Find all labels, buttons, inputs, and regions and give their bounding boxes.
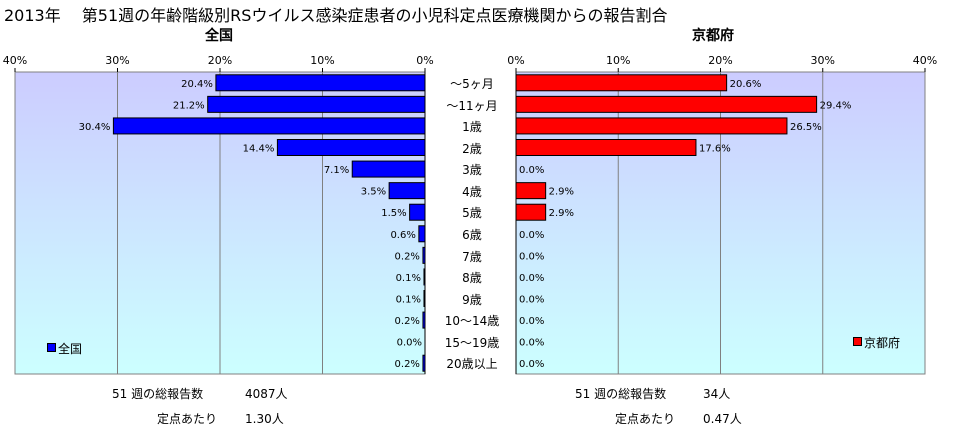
left-bar — [422, 354, 426, 372]
left-legend-swatch — [47, 343, 56, 352]
right-tick-label: 10% — [606, 54, 631, 67]
right-total-value: 34人 — [703, 387, 731, 401]
right-bar — [515, 182, 547, 200]
right-bar — [515, 117, 788, 135]
left-bar — [112, 117, 426, 135]
right-tick-label: 30% — [810, 54, 835, 67]
right-tick-label: 20% — [708, 54, 733, 67]
left-tick-label: 10% — [310, 54, 335, 67]
age-group-label: 4歳 — [462, 184, 482, 199]
right-data-label: 0.0% — [519, 316, 544, 327]
left-data-label: 0.6% — [390, 230, 415, 241]
left-data-label: 20.4% — [181, 79, 213, 90]
right-data-label: 2.9% — [549, 208, 574, 219]
right-data-label: 0.0% — [519, 165, 544, 176]
left-total-label: 51 週の総報告数 — [112, 387, 204, 401]
right-bar — [515, 95, 818, 113]
age-group-label: 5歳 — [462, 206, 482, 221]
left-tick-label: 30% — [105, 54, 130, 67]
age-group-label: 〜5ヶ月 — [450, 77, 494, 91]
right-bar — [515, 139, 697, 156]
right-data-label: 17.6% — [699, 144, 731, 155]
right-bar — [515, 74, 728, 92]
right-per-site-label: 定点あたり — [615, 412, 676, 426]
right-tick-label: 0% — [507, 54, 525, 67]
right-legend-swatch — [853, 337, 862, 346]
left-per-site-value: 1.30人 — [245, 412, 284, 426]
left-bar — [418, 225, 426, 243]
right-data-label: 26.5% — [790, 122, 822, 133]
right-data-label: 0.0% — [519, 230, 544, 241]
left-bar — [423, 268, 426, 286]
right-per-site-value: 0.47人 — [703, 412, 742, 426]
left-panel-title: 全国 — [205, 28, 233, 44]
right-total-label: 51 週の総報告数 — [575, 387, 667, 401]
left-data-label: 0.2% — [395, 359, 420, 370]
left-bar — [207, 95, 426, 113]
age-group-label: 〜11ヶ月 — [446, 98, 498, 113]
right-tick-label: 40% — [912, 54, 938, 67]
left-legend: 全国 — [47, 340, 82, 357]
age-group-label: 2歳 — [462, 141, 482, 156]
left-data-label: 0.1% — [396, 295, 421, 306]
right-data-label: 2.9% — [549, 187, 574, 198]
age-group-label: 20歳以上 — [446, 357, 498, 372]
left-bar — [409, 203, 426, 221]
left-data-label: 0.0% — [397, 338, 422, 349]
right-panel-title: 京都府 — [692, 28, 734, 44]
age-group-label: 3歳 — [462, 163, 482, 178]
age-group-label: 8歳 — [462, 271, 482, 286]
left-data-label: 0.1% — [396, 273, 421, 284]
right-data-label: 0.0% — [519, 251, 544, 262]
right-data-label: 29.4% — [820, 100, 852, 111]
left-bar — [215, 74, 426, 92]
left-bar — [422, 311, 426, 329]
right-data-label: 20.6% — [730, 79, 762, 90]
left-bar — [388, 182, 426, 200]
right-data-label: 0.0% — [519, 359, 544, 370]
left-data-label: 7.1% — [324, 165, 349, 176]
left-bar — [423, 290, 426, 307]
left-data-label: 14.4% — [243, 144, 275, 155]
age-group-label: 9歳 — [462, 292, 482, 307]
left-tick-label: 0% — [416, 54, 434, 67]
right-data-label: 0.0% — [519, 338, 544, 349]
left-data-label: 21.2% — [173, 100, 205, 111]
chart-title: 2013年 第51週の年齢階級別RSウイルス感染症患者の小児科定点医療機関からの… — [4, 6, 668, 25]
right-data-label: 0.0% — [519, 295, 544, 306]
age-group-label: 10〜14歳 — [444, 314, 500, 329]
left-data-label: 30.4% — [79, 122, 111, 133]
left-per-site-label: 定点あたり — [157, 412, 218, 426]
left-tick-label: 40% — [2, 54, 28, 67]
age-group-label: 7歳 — [462, 249, 482, 264]
left-legend-label: 全国 — [58, 342, 83, 356]
right-bar — [515, 203, 547, 221]
left-data-label: 0.2% — [395, 251, 420, 262]
age-group-label: 6歳 — [462, 228, 482, 242]
left-data-label: 0.2% — [395, 316, 420, 327]
left-total-value: 4087人 — [245, 387, 288, 401]
left-data-label: 1.5% — [381, 208, 406, 219]
right-legend: 京都府 — [853, 334, 900, 351]
age-group-label: 15〜19歳 — [444, 335, 500, 350]
age-group-label: 1歳 — [462, 120, 482, 135]
left-tick-label: 20% — [207, 54, 233, 67]
right-data-label: 0.0% — [519, 273, 544, 284]
left-data-label: 3.5% — [361, 187, 386, 198]
left-bar — [276, 139, 426, 156]
left-bar — [422, 246, 426, 264]
left-bar — [351, 160, 426, 178]
right-legend-label: 京都府 — [864, 336, 901, 350]
